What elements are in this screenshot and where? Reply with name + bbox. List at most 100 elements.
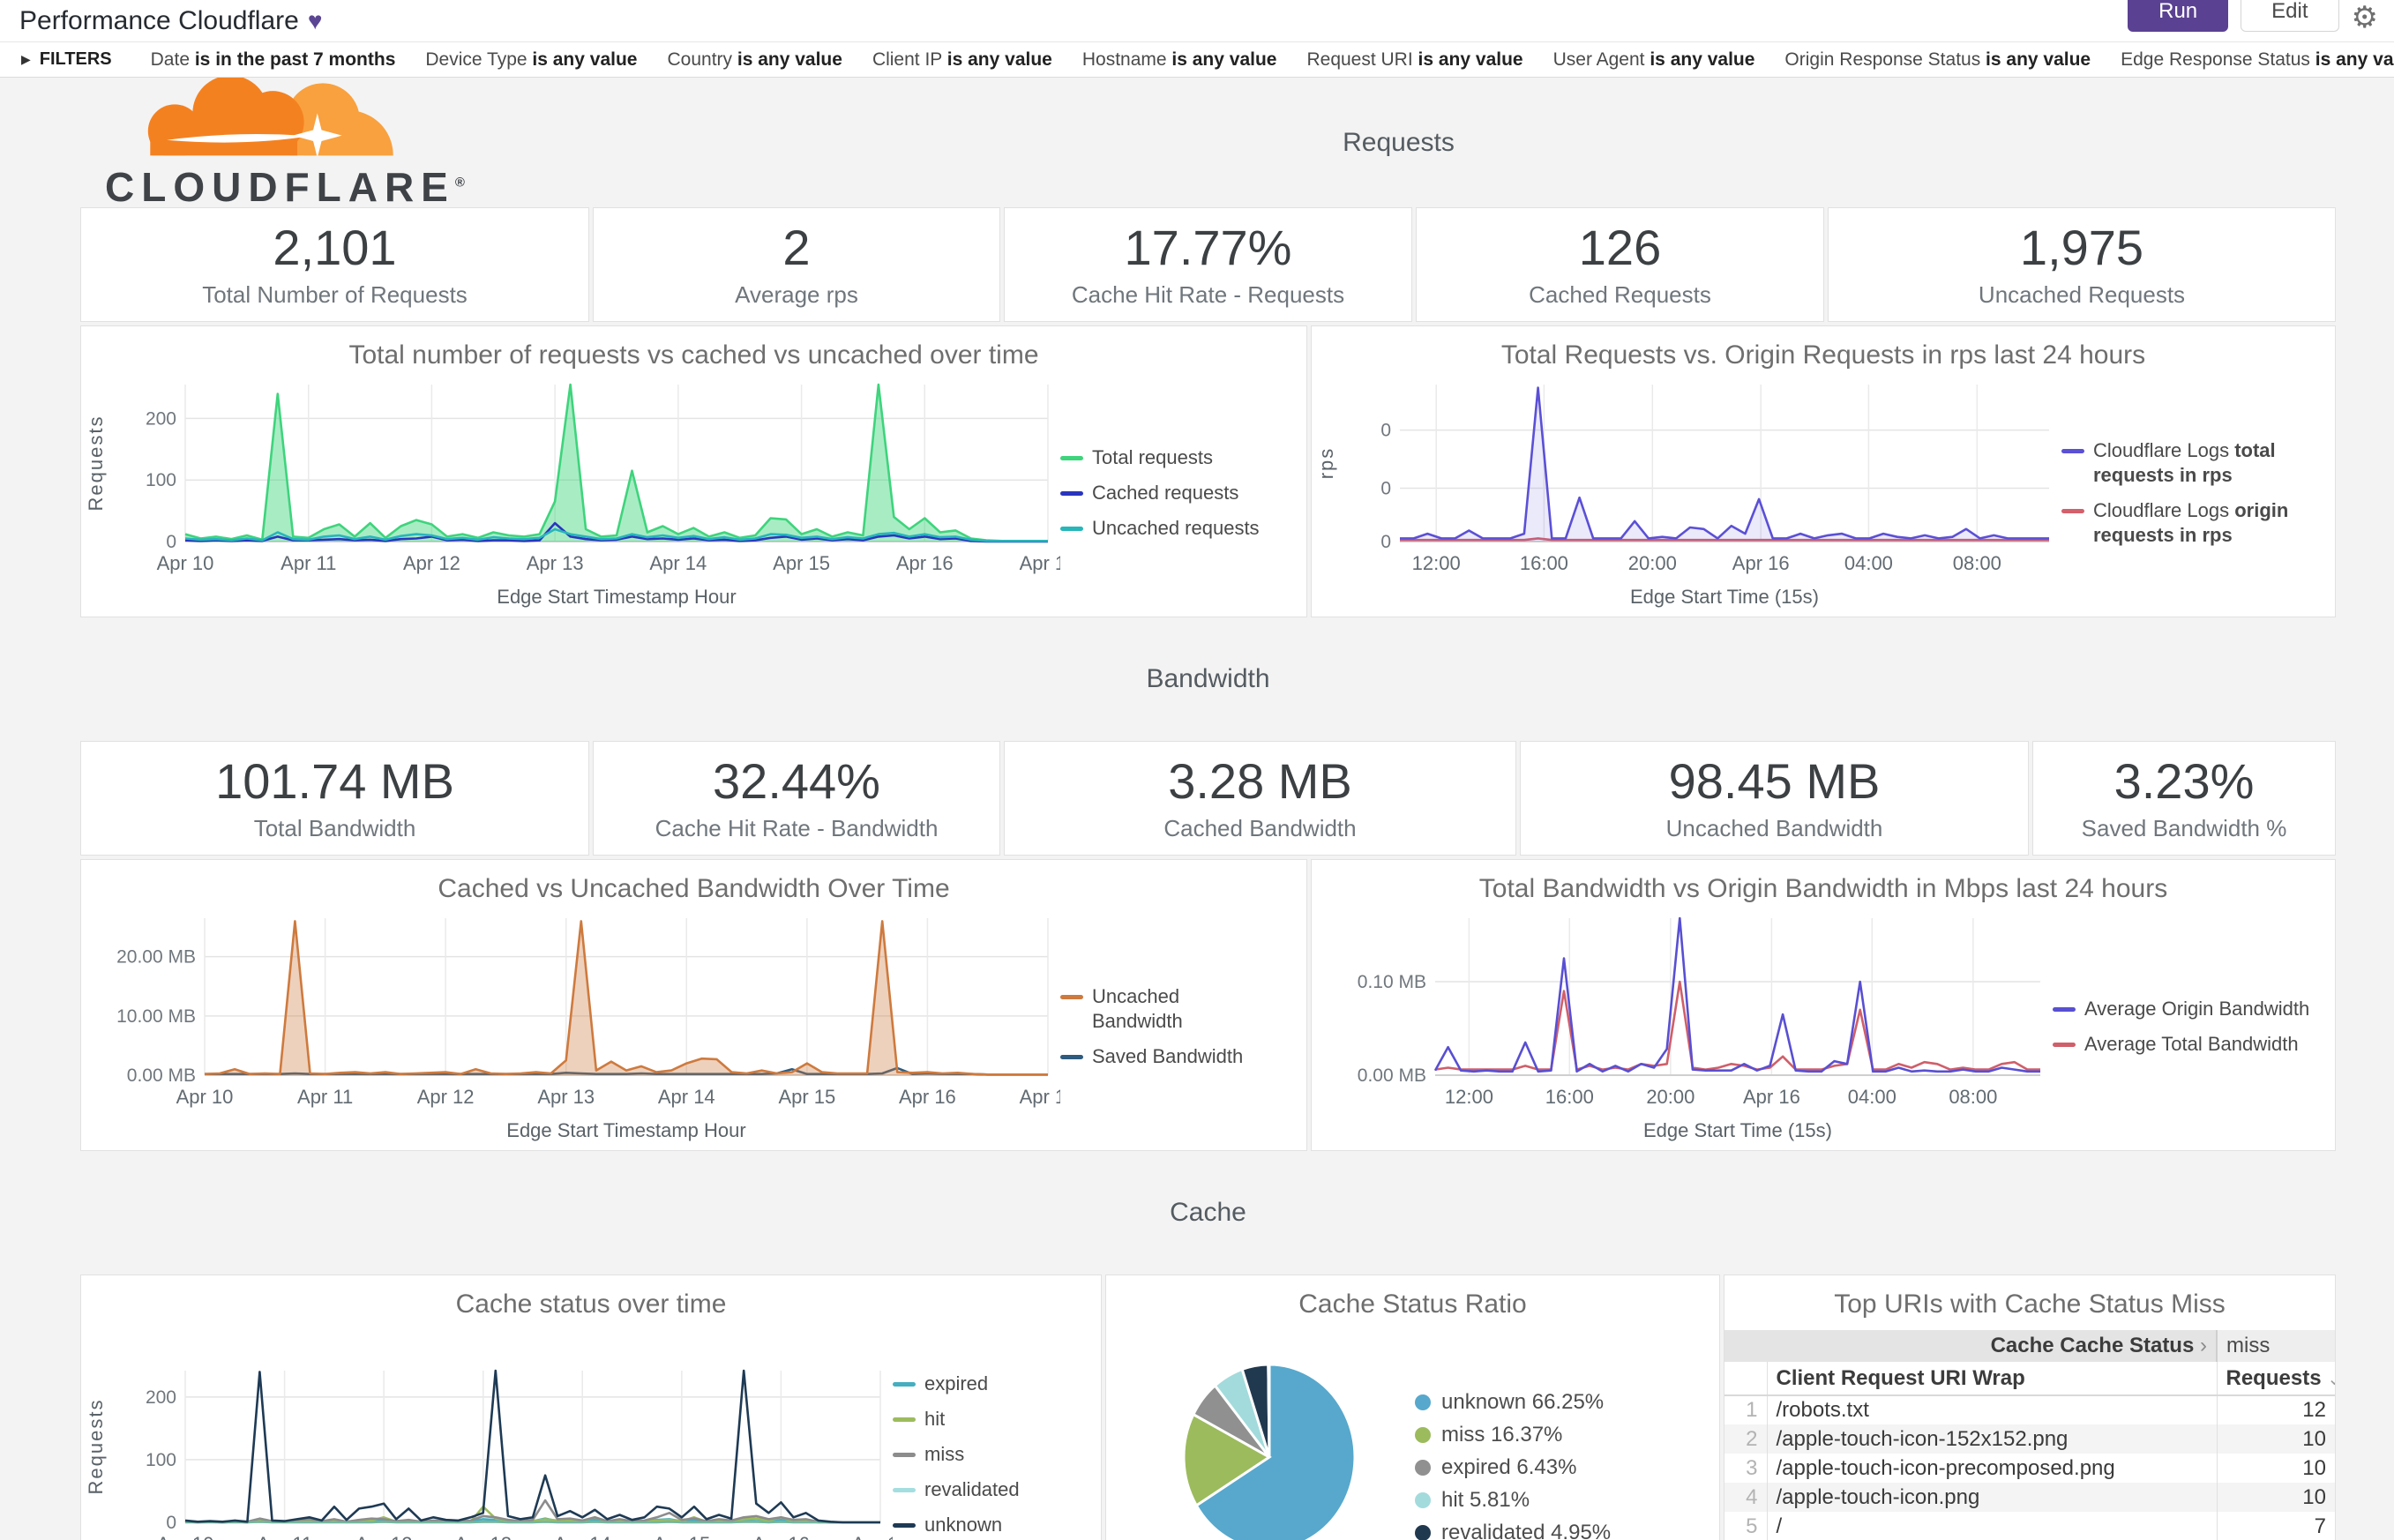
table-row: 3/apple-touch-icon-precomposed.png 10 xyxy=(1724,1454,2335,1483)
pie-legend-item-expired[interactable]: expired 6.43% xyxy=(1415,1455,1611,1480)
filter-request-uri[interactable]: Request URI is any value xyxy=(1306,49,1523,70)
chart-cache-status-over-time: Cache status over time 0 100 200 Apr 10 Apr 1… xyxy=(80,1275,1102,1540)
chart-body: 0.00 MB 10.00 MB 20.00 MB Apr 10 Apr 11 Apr 1… xyxy=(81,902,1306,1150)
legend-item-uncached-bandwidth[interactable]: Uncached Bandwidth xyxy=(1060,984,1269,1034)
uri-cell[interactable]: /apple-touch-icon-152x152.png xyxy=(1767,1424,2217,1454)
row-number: 1 xyxy=(1724,1395,1768,1424)
uri-cell[interactable]: /apple-touch-icon.png xyxy=(1767,1483,2217,1512)
filter-edge-response-status[interactable]: Edge Response Status is any value xyxy=(2121,49,2394,70)
svg-text:Edge Start Time (15s): Edge Start Time (15s) xyxy=(1643,1119,1832,1141)
legend-item-origin-requests-in-rps[interactable]: Cloudflare Logs origin requests in rps xyxy=(2061,498,2315,548)
plot-area: 0 0 0 12:00 16:00 20:00 Apr 16 04:00 08:00 rps Edg… xyxy=(1315,385,2049,608)
filter-user-agent[interactable]: User Agent is any value xyxy=(1552,49,1755,70)
top-bar: Performance Cloudflare ♥ Run Edit ⚙ xyxy=(0,0,2394,42)
svg-text:Edge Start Timestamp Hour: Edge Start Timestamp Hour xyxy=(497,586,736,608)
legend-label: Saved Bandwidth xyxy=(1092,1044,1244,1067)
kpi-label: Cache Hit Rate - Requests xyxy=(1071,281,1345,309)
filter-origin-response-status[interactable]: Origin Response Status is any value xyxy=(1784,49,2091,70)
svg-text:Apr 10: Apr 10 xyxy=(157,1533,214,1540)
legend-item-saved-bandwidth[interactable]: Saved Bandwidth xyxy=(1060,1044,1269,1069)
svg-text:0.00 MB: 0.00 MB xyxy=(127,1065,196,1086)
chart-legend: Uncached Bandwidth Saved Bandwidth xyxy=(1060,984,1276,1069)
svg-text:0: 0 xyxy=(1380,478,1391,498)
row-number: 5 xyxy=(1724,1512,1768,1540)
legend-item-cached-requests[interactable]: Cached requests xyxy=(1060,481,1274,505)
row-number: 4 xyxy=(1724,1483,1768,1512)
pie-legend-item-unknown[interactable]: unknown 66.25% xyxy=(1415,1390,1611,1415)
legend-item-revalidated[interactable]: revalidated xyxy=(893,1477,1053,1502)
legend-label: revalidated xyxy=(924,1478,1020,1500)
legend-item-total-requests[interactable]: Total requests xyxy=(1060,445,1274,470)
chart-title: Cached vs Uncached Bandwidth Over Time xyxy=(438,874,950,903)
kpi-value: 126 xyxy=(1578,219,1662,275)
legend-item-average-origin-bandwidth[interactable]: Average Origin Bandwidth xyxy=(2053,997,2315,1021)
kpi-value: 17.77% xyxy=(1124,219,1292,275)
column-client-request-uri[interactable]: Client Request URI Wrap xyxy=(1767,1362,2217,1396)
column-requests-sort[interactable]: Requests ⌄ xyxy=(2216,1362,2335,1396)
filter-hostname[interactable]: Hostname is any value xyxy=(1081,49,1277,70)
chart-total-vs-origin-rps: Total Requests vs. Origin Requests in rp… xyxy=(1311,325,2336,617)
requests-cell[interactable]: 7 xyxy=(2216,1512,2335,1540)
legend-swatch-icon xyxy=(2053,1006,2076,1012)
svg-text:0: 0 xyxy=(166,532,176,552)
kpi-row-requests: 2,101 Total Number of Requests 2 Average rp… xyxy=(80,207,2336,322)
pie-legend-item-hit[interactable]: hit 5.81% xyxy=(1415,1488,1611,1513)
kpi-label: Cached Requests xyxy=(1529,281,1711,309)
svg-text:20:00: 20:00 xyxy=(1628,552,1677,574)
legend-item-average-total-bandwidth[interactable]: Average Total Bandwidth xyxy=(2053,1032,2315,1057)
svg-text:10.00 MB: 10.00 MB xyxy=(116,1006,196,1027)
table-title: Top URIs with Cache Status Miss xyxy=(1834,1290,2226,1319)
requests-cell[interactable]: 10 xyxy=(2216,1424,2335,1454)
chart-title: Total Requests vs. Origin Requests in rp… xyxy=(1500,340,2146,370)
svg-text:16:00: 16:00 xyxy=(1520,552,1568,574)
pie-legend-item-miss[interactable]: miss 16.37% xyxy=(1415,1423,1611,1447)
uri-cell[interactable]: /apple-touch-icon-precomposed.png xyxy=(1767,1454,2217,1483)
svg-text:Apr 11: Apr 11 xyxy=(297,1086,353,1108)
pie-legend-label: miss 16.37% xyxy=(1441,1423,1563,1447)
legend-item-hit[interactable]: hit xyxy=(893,1407,1053,1432)
legend-swatch-icon xyxy=(893,1417,916,1422)
legend-label: Average Origin Bandwidth xyxy=(2084,997,2310,1020)
legend-item-uncached-requests[interactable]: Uncached requests xyxy=(1060,516,1274,541)
pie-legend-dot-icon xyxy=(1415,1525,1431,1540)
legend-item-expired[interactable]: expired xyxy=(893,1372,1053,1396)
requests-cell[interactable]: 12 xyxy=(2216,1395,2335,1424)
legend-item-unknown[interactable]: unknown xyxy=(893,1513,1053,1537)
svg-text:Apr 12: Apr 12 xyxy=(403,552,460,574)
legend-label: Uncached requests xyxy=(1092,516,1260,539)
uri-cell[interactable]: / xyxy=(1767,1512,2217,1540)
svg-text:100: 100 xyxy=(146,470,176,490)
chart-body: 0 100 200 Apr 10 Apr 11 Apr 12 Apr 13 Apr 14 Apr… xyxy=(81,369,1306,617)
kpi-label: Cached Bandwidth xyxy=(1163,815,1357,842)
svg-text:Apr 16: Apr 16 xyxy=(899,1086,956,1108)
kpi-value: 3.23% xyxy=(2113,752,2255,809)
requests-cell[interactable]: 10 xyxy=(2216,1454,2335,1483)
svg-text:0.10 MB: 0.10 MB xyxy=(1358,972,1426,992)
svg-text:Apr 14: Apr 14 xyxy=(649,552,707,574)
filters-toggle[interactable]: ▶ FILTERS xyxy=(21,49,112,70)
legend-item-miss[interactable]: miss xyxy=(893,1442,1053,1467)
filters-label: FILTERS xyxy=(39,49,112,69)
pivot-field[interactable]: Cache Cache Status › xyxy=(1724,1330,2217,1362)
svg-text:Apr 13: Apr 13 xyxy=(454,1533,512,1540)
svg-text:100: 100 xyxy=(146,1449,176,1469)
filter-country[interactable]: Country is any value xyxy=(667,49,842,70)
svg-text:Edge Start Time (15s): Edge Start Time (15s) xyxy=(1630,586,1819,608)
table-row: 2/apple-touch-icon-152x152.png 10 xyxy=(1724,1424,2335,1454)
pie-legend: unknown 66.25% miss 16.37% expired 6.43% hi… xyxy=(1415,1390,1611,1540)
filter-device-type[interactable]: Device Type is any value xyxy=(425,49,638,70)
svg-text:Apr 11: Apr 11 xyxy=(257,1533,312,1540)
pie-legend-item-revalidated[interactable]: revalidated 4.95% xyxy=(1415,1521,1611,1540)
kpi-label: Total Number of Requests xyxy=(202,281,468,309)
svg-text:Apr 15: Apr 15 xyxy=(778,1086,835,1108)
requests-cell[interactable]: 10 xyxy=(2216,1483,2335,1512)
uri-cell[interactable]: /robots.txt xyxy=(1767,1395,2217,1424)
filter-date[interactable]: Date is in the past 7 months xyxy=(150,49,396,70)
run-button[interactable]: Run xyxy=(2128,0,2229,32)
legend-item-total-requests-in-rps[interactable]: Cloudflare Logs total requests in rps xyxy=(2061,438,2315,488)
kpi-average-rps: 2 Average rps xyxy=(593,207,1000,322)
filter-client-ip[interactable]: Client IP is any value xyxy=(872,49,1052,70)
edit-button[interactable]: Edit xyxy=(2241,0,2339,32)
gear-icon[interactable]: ⚙ xyxy=(2351,1,2378,34)
pie-legend-label: expired 6.43% xyxy=(1441,1455,1577,1479)
